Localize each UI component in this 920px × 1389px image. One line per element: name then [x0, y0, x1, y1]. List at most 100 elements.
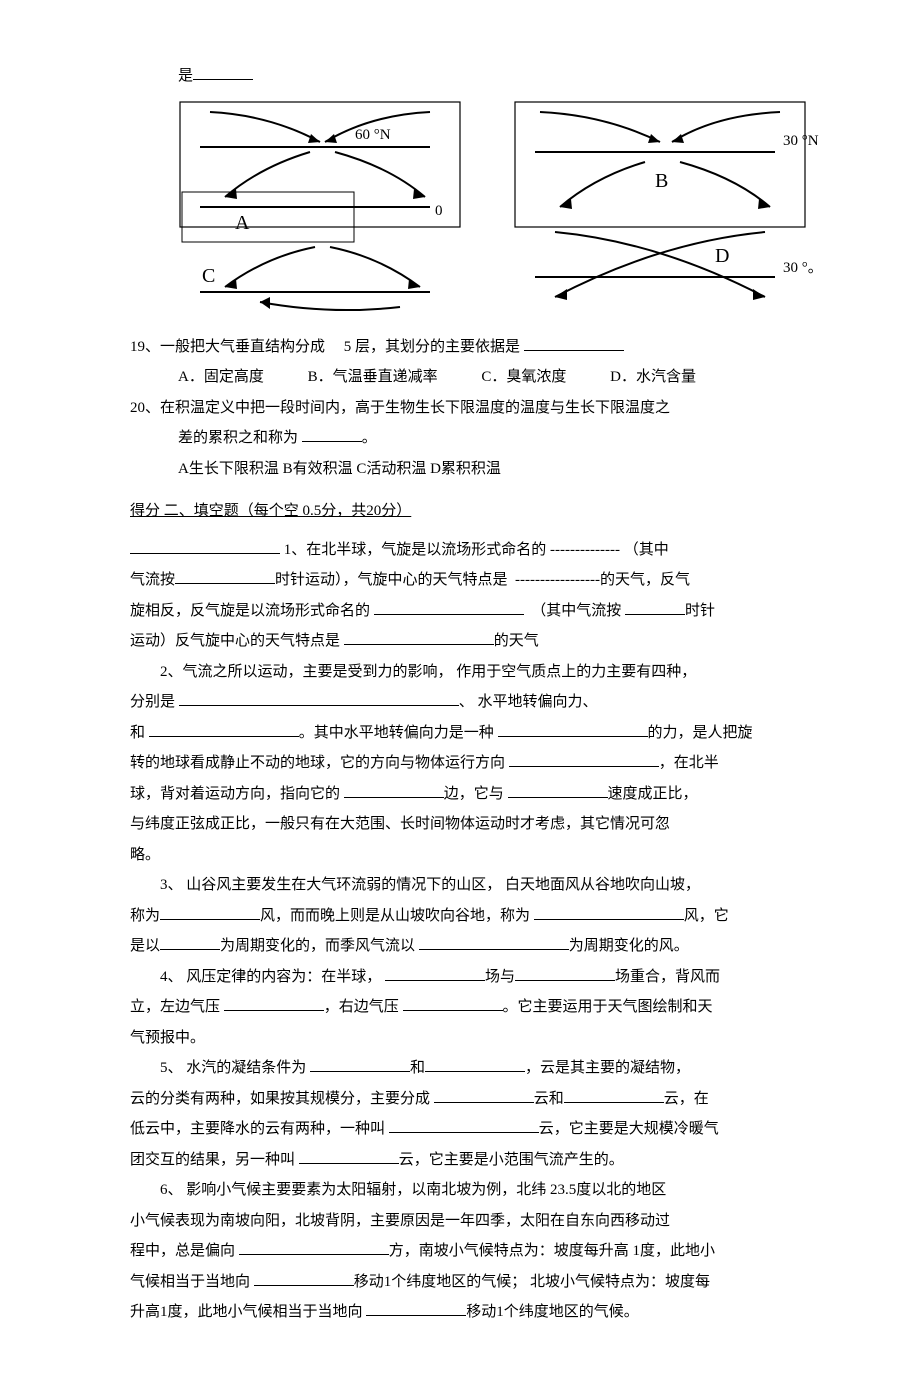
text: 为周期变化的风。 — [569, 938, 689, 954]
q19-text-a: 一般把大气垂直结构分成 — [160, 339, 325, 355]
blank — [310, 1056, 410, 1072]
q20-l2: 差的累积之和称为 — [178, 430, 298, 446]
text: 气候相当于当地向 — [130, 1274, 254, 1290]
text: 和 — [410, 1060, 425, 1076]
text: 称为 — [130, 908, 160, 924]
q20: 20、在积温定义中把一段时间内，高于生物生长下限温度的温度与生长下限温度之 — [130, 394, 840, 423]
label-30n-top: 30 °N — [783, 133, 819, 149]
blank — [130, 538, 280, 554]
blank — [419, 934, 569, 950]
text: 球，背对着运动方向，指向它的 — [130, 786, 344, 802]
blank — [224, 995, 324, 1011]
blank — [374, 599, 524, 615]
s2-q3-p3: 是以 为周期变化的，而季风气流以 为周期变化的风。 — [130, 932, 840, 961]
blank — [509, 751, 659, 767]
text: 移动1个纬度地区的气候。 — [466, 1304, 639, 1320]
text: 、 水平地转偏向力、 — [459, 694, 598, 710]
text: 边，它与 — [444, 786, 508, 802]
q19: 19、一般把大气垂直结构分成 5 层，其划分的主要依据是 — [130, 333, 840, 362]
s2-q6-p1: 6、 影响小气候主要要素为太阳辐射，以南北坡为例，北纬 23.5度以北的地区 — [130, 1176, 840, 1205]
q20-period: 。 — [362, 430, 377, 446]
blank — [179, 690, 459, 706]
blank — [299, 1148, 399, 1164]
text: 为周期变化的，而季风气流以 — [220, 938, 419, 954]
figure-left: 60 °N 0 A C — [170, 97, 480, 327]
text: ，右边气压 — [324, 999, 403, 1015]
q20-options[interactable]: A生长下限积温 B有效积温 C活动积温 D累积积温 — [130, 455, 840, 484]
text: ，在北半 — [659, 755, 719, 771]
q20-line2: 差的累积之和称为 。 — [130, 424, 840, 453]
blank — [425, 1056, 525, 1072]
q19-opt-B[interactable]: B．气温垂直递减率 — [308, 363, 438, 392]
s2-q3-p2: 称为风，而而晚上则是从山坡吹向谷地，称为 风，它 — [130, 902, 840, 931]
blank — [508, 782, 608, 798]
label-0: 0 — [435, 203, 443, 219]
label-D: D — [715, 245, 729, 267]
text: 的天气 — [494, 633, 539, 649]
s2-q1: 1、在北半球，气旋是以流场形式命名的 -------------- （其中 — [130, 536, 840, 565]
q20-l1: 在积温定义中把一段时间内，高于生物生长下限温度的温度与生长下限温度之 — [160, 400, 670, 416]
q19-opt-A[interactable]: A．固定高度 — [178, 363, 264, 392]
text: 4、 风压定律的内容为：在半球， — [160, 969, 385, 985]
s2-q4-p1: 4、 风压定律的内容为：在半球， 场与场重合，背风而 — [130, 963, 840, 992]
blank — [498, 721, 648, 737]
text: 的力，是人把旋 — [648, 725, 753, 741]
text: 风，它 — [684, 908, 729, 924]
dashes: ----------------- — [515, 572, 600, 588]
text: 云的分类有两种，如果按其规模分，主要分成 — [130, 1091, 434, 1107]
s2-q4-p3: 气预报中。 — [130, 1024, 840, 1053]
blank — [389, 1117, 539, 1133]
s2-q2-p3: 和 。其中水平地转偏向力是一种 的力，是人把旋 — [130, 719, 840, 748]
q19-opt-C[interactable]: C．臭氧浓度 — [481, 363, 566, 392]
s2-q2-p5: 球，背对着运动方向，指向它的 边，它与 速度成正比， — [130, 780, 840, 809]
text: 团交互的结果，另一种叫 — [130, 1152, 299, 1168]
s2-q2-p7: 略。 — [130, 841, 840, 870]
text: 。其中水平地转偏向力是一种 — [299, 725, 498, 741]
s2-q2-p6: 与纬度正弦成正比，一般只有在大范围、长时间物体运动时才考虑，其它情况可忽 — [130, 810, 840, 839]
label-B: B — [655, 170, 668, 192]
text: 和 — [130, 725, 149, 741]
text: 方，南坡小气候特点为：坡度每升高 1度，此地小 — [389, 1243, 715, 1259]
blank — [149, 721, 299, 737]
label-30n-bot: 30 °。 — [783, 260, 823, 276]
q19-text-b: 5 层，其划分的主要依据是 — [344, 339, 520, 355]
text: 的天气，反气 — [600, 572, 690, 588]
text: 时针运动），气旋中心的天气特点是 — [275, 572, 511, 588]
s2-q1-p4: 运动）反气旋中心的天气特点是 的天气 — [130, 627, 840, 656]
text: 云，它主要是大规模冷暖气 — [539, 1121, 719, 1137]
text: 1、在北半球，气旋是以流场形式命名的 — [280, 542, 550, 558]
text: 旋相反，反气旋是以流场形式命名的 — [130, 603, 374, 619]
q19-opt-D[interactable]: D．水汽含量 — [610, 363, 696, 392]
dashes: -------------- — [550, 542, 620, 558]
s2-q1-p2: 气流按 时针运动），气旋中心的天气特点是 -----------------的天气… — [130, 566, 840, 595]
text: 低云中，主要降水的云有两种，一种叫 — [130, 1121, 389, 1137]
q20-num: 20、 — [130, 400, 160, 416]
text: 是以 — [130, 938, 160, 954]
text: （其中 — [620, 542, 669, 558]
blank — [534, 904, 684, 920]
blank — [344, 629, 494, 645]
blank — [344, 782, 444, 798]
s2-q3-p1: 3、 山谷风主要发生在大气环流弱的情况下的山区， 白天地面风从谷地吹向山坡， — [130, 871, 840, 900]
blank — [625, 599, 685, 615]
text: 时针 — [685, 603, 715, 619]
s2-q5-p2: 云的分类有两种，如果按其规模分，主要分成 云和云，在 — [130, 1085, 840, 1114]
s2-q2-p2: 分别是 、 水平地转偏向力、 — [130, 688, 840, 717]
text: （其中气流按 — [531, 603, 625, 619]
s2-q5-p3: 低云中，主要降水的云有两种，一种叫 云，它主要是大规模冷暖气 — [130, 1115, 840, 1144]
text: 气流按 — [130, 572, 175, 588]
text: 速度成正比， — [608, 786, 698, 802]
s2-q2-p4: 转的地球看成静止不动的地球，它的方向与物体运行方向 ，在北半 — [130, 749, 840, 778]
text: 分别是 — [130, 694, 179, 710]
text: 。它主要运用于天气图绘制和天 — [503, 999, 713, 1015]
text: 立，左边气压 — [130, 999, 224, 1015]
text: ，云是其主要的凝结物， — [525, 1060, 690, 1076]
blank — [160, 904, 260, 920]
label-C: C — [202, 265, 215, 287]
blank — [175, 568, 275, 584]
blank — [302, 426, 362, 442]
intro-text: 是 — [178, 68, 193, 84]
blank — [385, 965, 485, 981]
blank — [403, 995, 503, 1011]
s2-q2-p1: 2、气流之所以运动，主要是受到力的影响， 作用于空气质点上的力主要有四种， — [130, 658, 840, 687]
